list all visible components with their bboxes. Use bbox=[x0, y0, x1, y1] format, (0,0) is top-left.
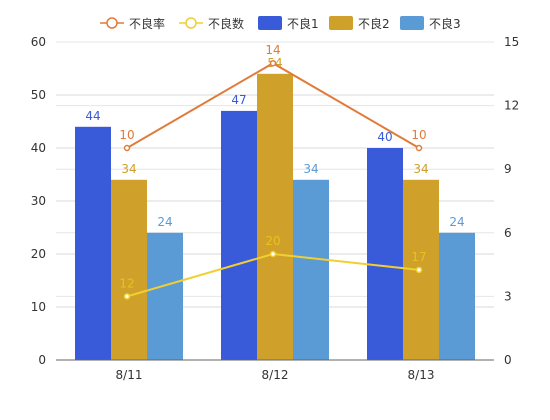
bar bbox=[439, 232, 475, 360]
line-point bbox=[269, 59, 277, 67]
bar-data-label: 44 bbox=[85, 109, 100, 123]
bar-data-label: 24 bbox=[157, 215, 172, 229]
right-axis-tick-label: 6 bbox=[504, 226, 512, 240]
x-axis-tick-label: 8/12 bbox=[262, 368, 289, 382]
legend-label: 不良2 bbox=[358, 16, 390, 31]
bar-data-label: 40 bbox=[377, 130, 392, 144]
line-data-label: 14 bbox=[265, 43, 280, 57]
right-axis-tick-label: 12 bbox=[504, 99, 519, 113]
bar bbox=[293, 179, 329, 360]
line-point bbox=[415, 144, 423, 152]
legend-label: 不良率 bbox=[129, 16, 165, 31]
right-axis-tick-label: 0 bbox=[504, 353, 512, 367]
right-axis-tick-label: 15 bbox=[504, 35, 519, 49]
legend-marker bbox=[185, 17, 197, 29]
legend-swatch bbox=[329, 16, 353, 30]
line-data-label: 10 bbox=[119, 128, 134, 142]
legend-marker bbox=[106, 17, 118, 29]
line-point bbox=[123, 293, 131, 300]
right-axis-tick-label: 9 bbox=[504, 162, 512, 176]
left-axis-tick-label: 20 bbox=[31, 247, 46, 261]
x-axis-tick-label: 8/13 bbox=[408, 368, 435, 382]
line-data-label: 10 bbox=[411, 128, 426, 142]
bar-data-label: 34 bbox=[303, 162, 318, 176]
legend-swatch bbox=[400, 16, 424, 30]
line-point bbox=[269, 250, 277, 258]
left-axis-tick-label: 60 bbox=[31, 35, 46, 49]
bar bbox=[111, 179, 147, 360]
bar-data-label: 34 bbox=[413, 162, 428, 176]
x-axis-tick-label: 8/11 bbox=[116, 368, 143, 382]
left-axis-tick-label: 50 bbox=[31, 88, 46, 102]
left-axis-tick-label: 40 bbox=[31, 141, 46, 155]
bar-data-label: 47 bbox=[231, 93, 246, 107]
left-axis-tick-label: 0 bbox=[38, 353, 46, 367]
bar bbox=[367, 148, 403, 360]
bar bbox=[75, 126, 111, 360]
line-data-label: 20 bbox=[265, 234, 280, 248]
right-axis-tick-label: 3 bbox=[504, 289, 512, 303]
line-data-label: 12 bbox=[119, 276, 134, 290]
legend-swatch bbox=[258, 16, 282, 30]
bar bbox=[221, 110, 257, 361]
legend-label: 不良数 bbox=[208, 16, 244, 31]
bar-data-label: 34 bbox=[121, 162, 136, 176]
bar bbox=[257, 73, 293, 361]
line-data-label: 17 bbox=[411, 250, 426, 264]
bar-data-label: 24 bbox=[449, 215, 464, 229]
legend-label: 不良1 bbox=[287, 16, 319, 31]
left-axis-tick-label: 10 bbox=[31, 300, 46, 314]
left-axis-tick-label: 30 bbox=[31, 194, 46, 208]
line-point bbox=[123, 144, 131, 152]
legend-label: 不良3 bbox=[429, 16, 461, 31]
bar bbox=[147, 232, 183, 360]
line-point bbox=[415, 266, 423, 274]
